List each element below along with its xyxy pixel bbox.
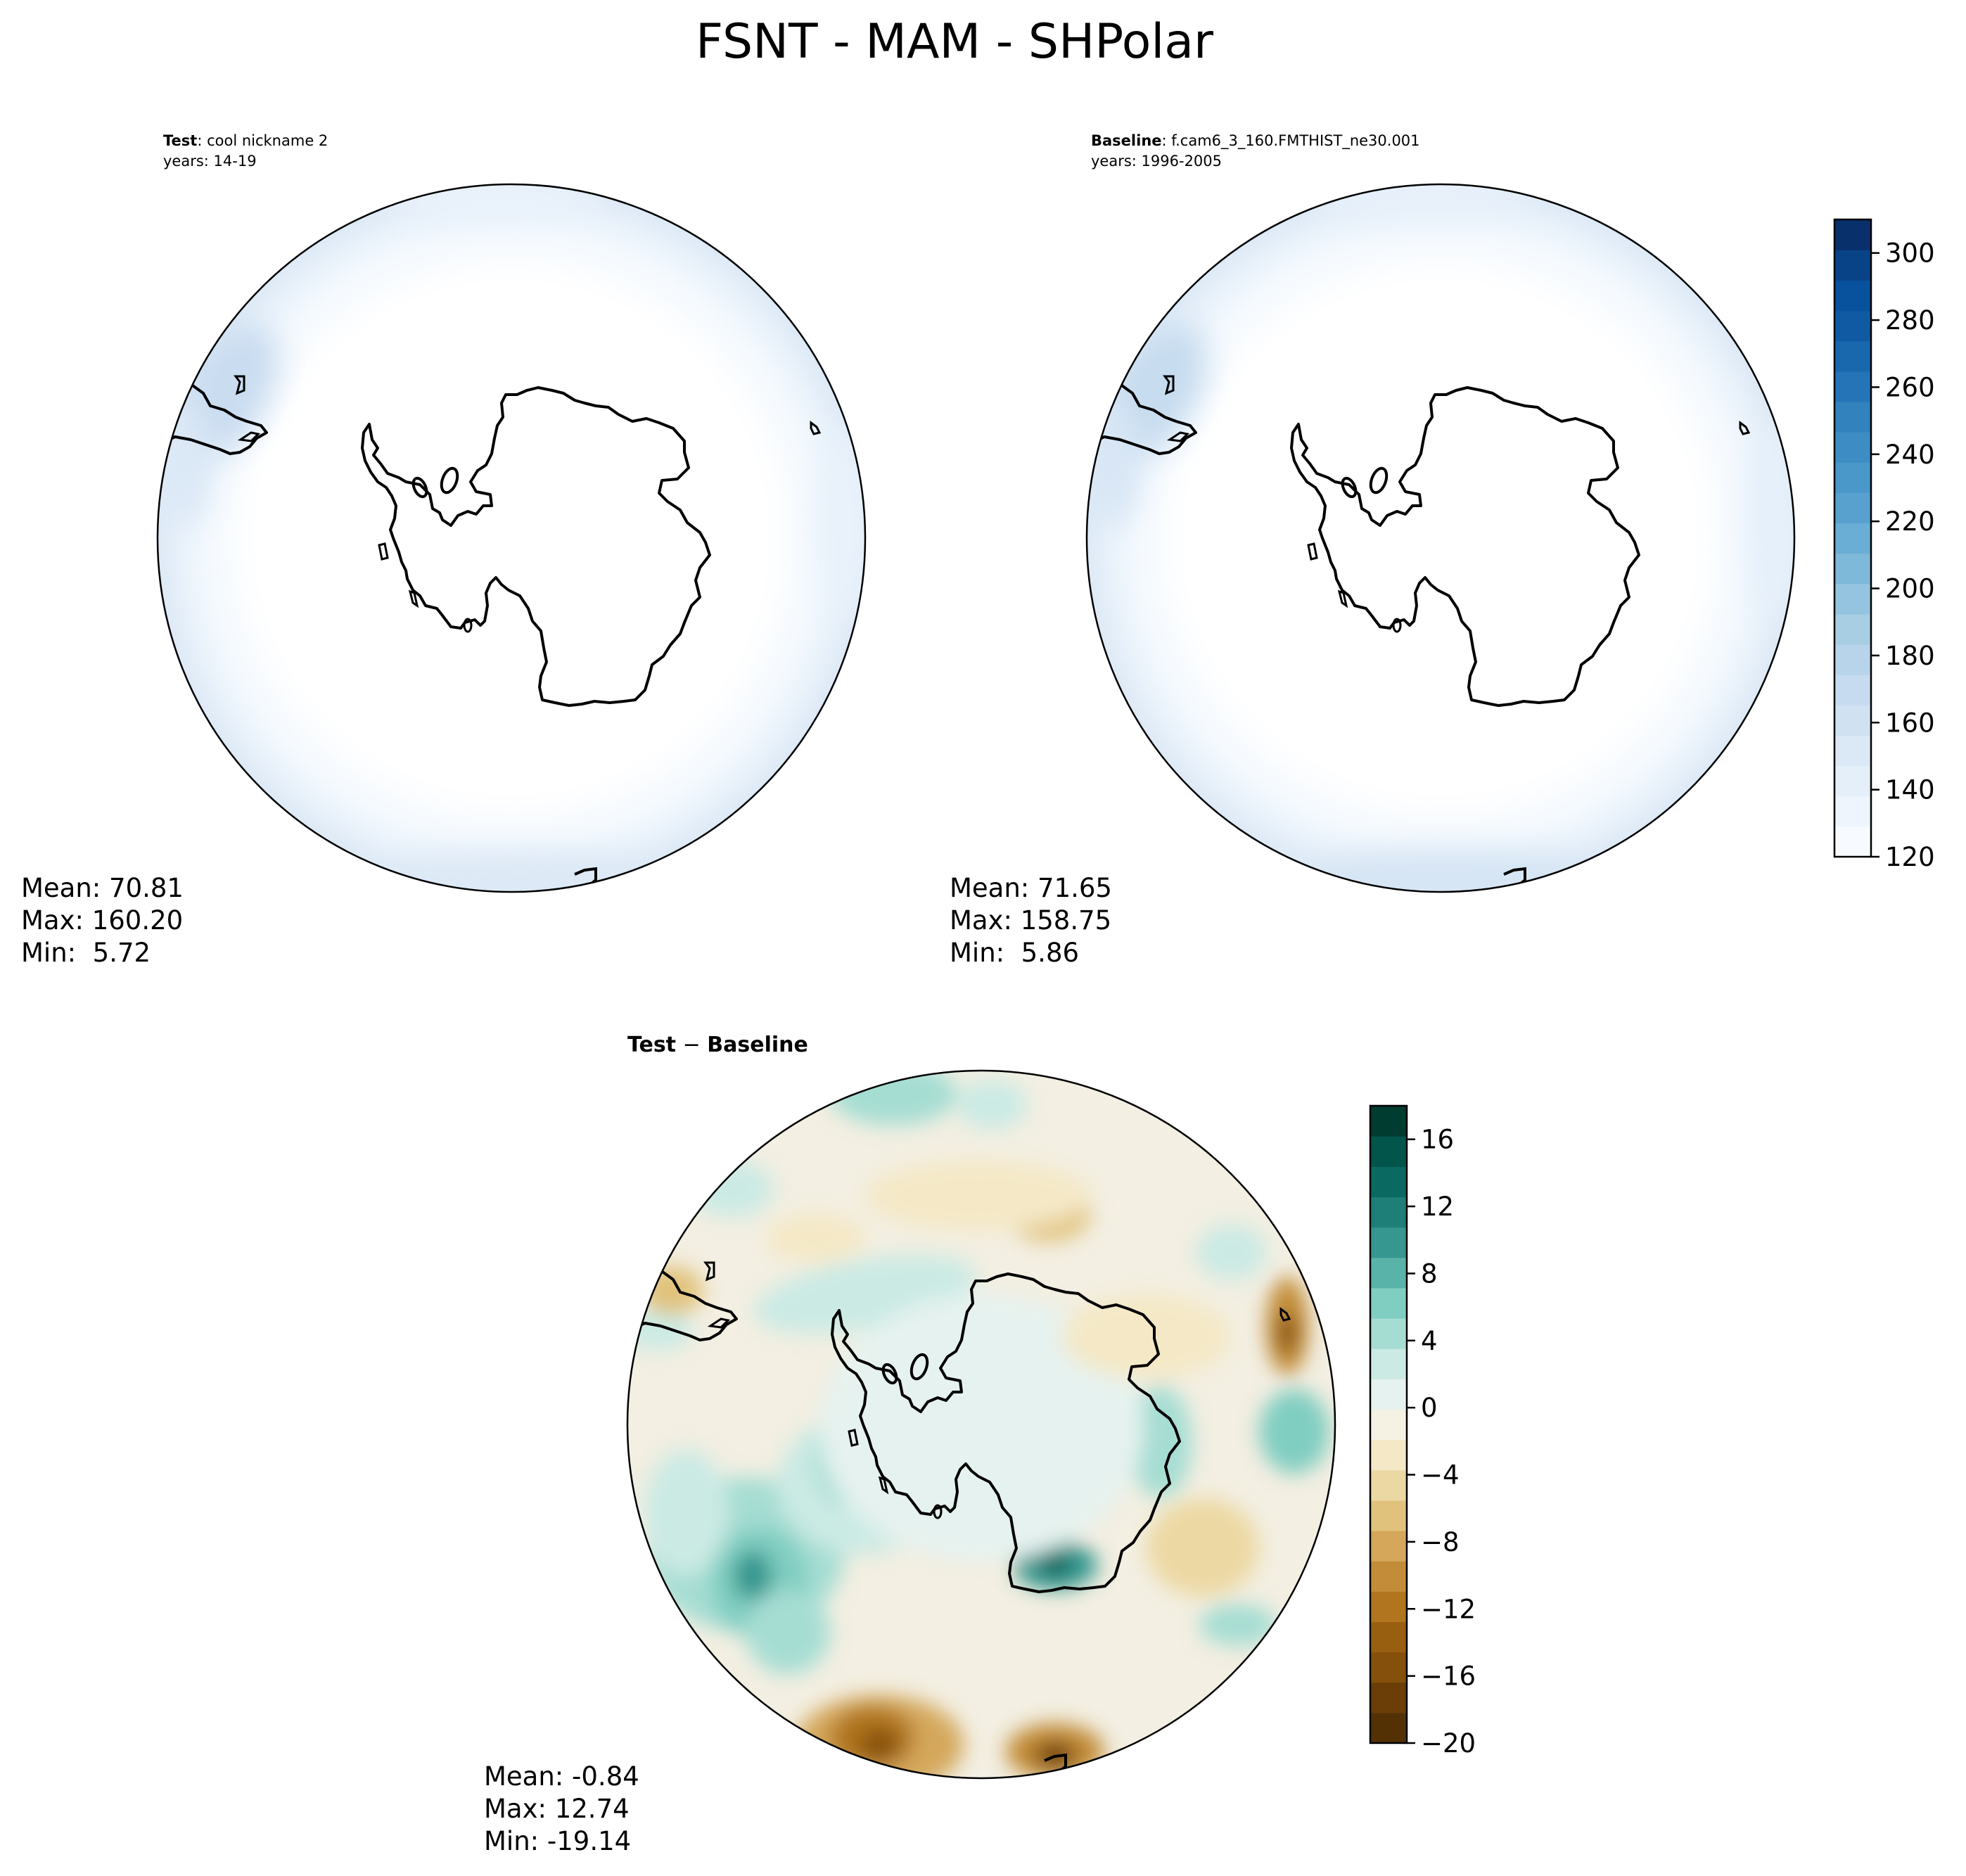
difference-map-boundary — [626, 1069, 1336, 1780]
difference-colorbar-segment — [1370, 1379, 1407, 1410]
difference-colorbar-tick-label: 8 — [1421, 1258, 1438, 1289]
difference-colorbar-segment — [1370, 1652, 1407, 1683]
difference-colorbar-segment — [1370, 1500, 1407, 1531]
baseline-colorbar-segment — [1834, 280, 1871, 312]
difference-colorbar-tick-label: −4 — [1421, 1460, 1460, 1491]
difference-colorbar-segment — [1370, 1136, 1407, 1167]
baseline-colorbar-segment — [1834, 644, 1871, 675]
baseline-colorbar-segment — [1834, 765, 1871, 797]
difference-colorbar-segment — [1370, 1531, 1407, 1562]
baseline-colorbar-segment — [1834, 371, 1871, 402]
difference-stat-max: Max: 12.74 — [484, 1794, 630, 1824]
baseline-colorbar-segment — [1834, 523, 1871, 554]
difference-colorbar-tick-label: 0 — [1421, 1393, 1438, 1423]
difference-colorbar-segment — [1370, 1561, 1407, 1592]
baseline-colorbar-tick-label: 180 — [1885, 641, 1935, 671]
baseline-colorbar-tick-label: 240 — [1885, 440, 1935, 470]
difference-colorbar-segment — [1370, 1621, 1407, 1653]
baseline-panel-label: Baseline: f.cam6_3_160.FMTHIST_ne30.001 — [1091, 132, 1420, 150]
baseline-colorbar-segment — [1834, 613, 1871, 645]
baseline-stat-max: Max: 158.75 — [950, 905, 1111, 936]
baseline-colorbar-tick-label: 280 — [1885, 305, 1935, 336]
baseline-colorbar-frame — [1833, 218, 1872, 858]
difference-stat-min: Min: -19.14 — [484, 1826, 631, 1856]
difference-colorbar-segment — [1370, 1197, 1407, 1228]
difference-stat-mean: Mean: -0.84 — [484, 1761, 639, 1792]
baseline-colorbar-segment — [1834, 310, 1871, 342]
test-map-boundary — [156, 183, 867, 893]
test-stat-max: Max: 160.20 — [21, 905, 183, 936]
test-stat-mean: Mean: 70.81 — [21, 873, 184, 903]
baseline-map-field — [1087, 184, 1794, 892]
difference-colorbar-segment — [1370, 1409, 1407, 1441]
difference-colorbar-segment — [1370, 1348, 1407, 1379]
baseline-colorbar-segment — [1834, 553, 1871, 585]
difference-colorbar-segment — [1370, 1166, 1407, 1198]
difference-colorbar-tick-label: 16 — [1421, 1125, 1454, 1155]
baseline-colorbar-tick-label: 220 — [1885, 506, 1935, 537]
difference-colorbar-tick-label: −20 — [1421, 1728, 1476, 1759]
test-panel-label: Test: cool nickname 2 — [163, 132, 328, 149]
difference-colorbar: −20 −16 −12 −8 −4 0 4 8 12 16 — [1369, 1104, 1476, 1759]
difference-colorbar-segment — [1370, 1682, 1407, 1714]
difference-panel-label: Test − Baseline — [627, 1033, 808, 1057]
baseline-colorbar-segment — [1834, 705, 1871, 736]
difference-colorbar-segment — [1370, 1106, 1407, 1137]
difference-colorbar-tick-label: −16 — [1421, 1661, 1476, 1692]
difference-map-field — [627, 1071, 1335, 1778]
baseline-stat-mean: Mean: 71.65 — [950, 873, 1112, 903]
difference-colorbar-segment — [1370, 1439, 1407, 1471]
difference-colorbar-segment — [1370, 1227, 1407, 1258]
baseline-colorbar-segment — [1834, 250, 1871, 281]
difference-colorbar-tick-label: 4 — [1421, 1326, 1438, 1356]
baseline-colorbar-segment — [1834, 735, 1871, 767]
difference-colorbar-segment — [1370, 1287, 1407, 1319]
baseline-colorbar-tick-label: 140 — [1885, 775, 1935, 805]
difference-colorbar-tick-label: −12 — [1421, 1594, 1476, 1624]
baseline-colorbar-segment — [1834, 583, 1871, 615]
baseline-panel-years: years: 1996-2005 — [1091, 153, 1222, 170]
baseline-colorbar-segment — [1834, 492, 1871, 524]
baseline-colorbar-segment — [1834, 340, 1871, 372]
baseline-colorbar-tick-label: 260 — [1885, 372, 1935, 402]
baseline-colorbar-tick-label: 300 — [1885, 238, 1935, 269]
baseline-colorbar-segment — [1834, 796, 1871, 827]
baseline-colorbar-tick-label: 120 — [1885, 842, 1935, 872]
baseline-colorbar-segment — [1834, 826, 1871, 857]
test-stat-min: Min: 5.72 — [21, 938, 151, 968]
baseline-colorbar-segment — [1834, 675, 1871, 706]
difference-colorbar-frame — [1369, 1104, 1408, 1744]
test-map-field — [158, 184, 865, 892]
difference-colorbar-segment — [1370, 1469, 1407, 1501]
baseline-colorbar-segment — [1834, 401, 1871, 433]
difference-colorbar-segment — [1370, 1712, 1407, 1744]
difference-colorbar-segment — [1370, 1257, 1407, 1289]
test-panel-years: years: 14-19 — [163, 153, 257, 170]
baseline-colorbar: 120 140 160 180 200 220 240 260 280 300 — [1833, 218, 1935, 872]
difference-colorbar-segment — [1370, 1318, 1407, 1349]
baseline-colorbar-segment — [1834, 462, 1871, 493]
difference-colorbar-tick-label: −8 — [1421, 1527, 1460, 1557]
baseline-map-boundary — [1085, 183, 1796, 893]
baseline-stat-min: Min: 5.86 — [950, 938, 1079, 968]
baseline-colorbar-segment — [1834, 219, 1871, 250]
figure-title: FSNT - MAM - SHPolar — [696, 14, 1213, 70]
difference-panel: Test − Baseline — [484, 1033, 1476, 1856]
baseline-panel: Baseline: f.cam6_3_160.FMTHIST_ne30.001 … — [950, 132, 1935, 968]
baseline-colorbar-segment — [1834, 432, 1871, 463]
baseline-colorbar-tick-label: 200 — [1885, 574, 1935, 604]
difference-colorbar-tick-label: 12 — [1421, 1192, 1454, 1222]
difference-colorbar-segment — [1370, 1591, 1407, 1623]
test-panel: Test: cool nickname 2 years: 14-19 Mean:… — [21, 132, 867, 968]
baseline-colorbar-tick-label: 160 — [1885, 708, 1935, 738]
